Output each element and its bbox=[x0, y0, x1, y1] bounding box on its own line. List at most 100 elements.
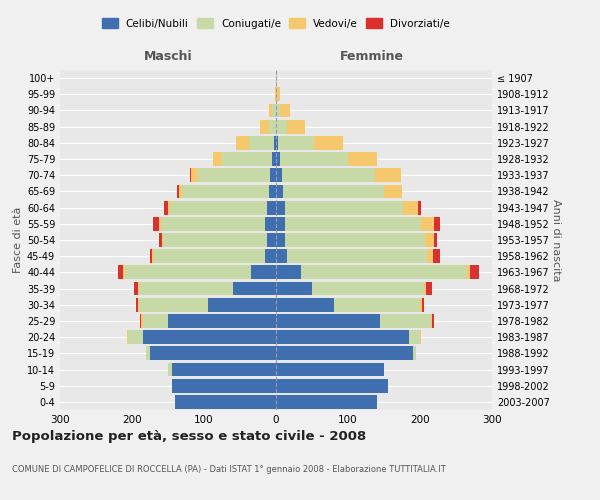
Bar bbox=[425, 233, 434, 247]
Bar bbox=[434, 233, 437, 247]
Bar bbox=[276, 362, 384, 376]
Bar bbox=[420, 330, 421, 344]
Bar bbox=[282, 168, 376, 182]
Bar bbox=[272, 152, 276, 166]
Bar bbox=[380, 314, 431, 328]
Bar bbox=[276, 233, 284, 247]
Bar bbox=[139, 282, 233, 296]
Bar bbox=[268, 233, 276, 247]
Bar bbox=[284, 200, 403, 214]
Bar bbox=[124, 266, 125, 280]
Text: Femmine: Femmine bbox=[340, 50, 404, 62]
Bar bbox=[248, 136, 274, 149]
Bar bbox=[276, 266, 301, 280]
Text: Maschi: Maschi bbox=[143, 50, 193, 62]
Bar bbox=[170, 200, 268, 214]
Text: Popolazione per età, sesso e stato civile - 2008: Popolazione per età, sesso e stato civil… bbox=[12, 430, 366, 443]
Bar bbox=[280, 152, 348, 166]
Bar bbox=[191, 168, 198, 182]
Bar bbox=[182, 184, 269, 198]
Bar bbox=[334, 298, 420, 312]
Bar bbox=[168, 314, 276, 328]
Bar bbox=[214, 152, 222, 166]
Legend: Celibi/Nubili, Coniugati/e, Vedovi/e, Divorziati/e: Celibi/Nubili, Coniugati/e, Vedovi/e, Di… bbox=[99, 15, 453, 32]
Bar bbox=[280, 104, 290, 118]
Bar bbox=[467, 266, 470, 280]
Bar bbox=[154, 250, 265, 263]
Bar bbox=[163, 233, 268, 247]
Bar bbox=[269, 184, 276, 198]
Bar bbox=[179, 184, 182, 198]
Bar bbox=[222, 152, 272, 166]
Bar bbox=[275, 88, 276, 101]
Bar bbox=[139, 298, 208, 312]
Bar bbox=[138, 282, 139, 296]
Bar bbox=[198, 168, 270, 182]
Bar bbox=[152, 250, 154, 263]
Bar bbox=[128, 330, 143, 344]
Bar bbox=[312, 282, 424, 296]
Bar bbox=[276, 298, 334, 312]
Bar bbox=[433, 250, 440, 263]
Bar bbox=[287, 120, 305, 134]
Bar bbox=[276, 200, 284, 214]
Bar bbox=[384, 184, 402, 198]
Bar bbox=[276, 314, 380, 328]
Bar bbox=[265, 217, 276, 230]
Bar bbox=[127, 330, 128, 344]
Bar bbox=[268, 200, 276, 214]
Bar bbox=[233, 282, 276, 296]
Bar bbox=[140, 314, 142, 328]
Bar bbox=[376, 168, 401, 182]
Bar bbox=[276, 152, 280, 166]
Text: COMUNE DI CAMPOFELICE DI ROCCELLA (PA) - Dati ISTAT 1° gennaio 2008 - Elaborazio: COMUNE DI CAMPOFELICE DI ROCCELLA (PA) -… bbox=[12, 465, 446, 474]
Bar bbox=[160, 233, 161, 247]
Bar bbox=[118, 266, 124, 280]
Bar bbox=[161, 233, 163, 247]
Bar bbox=[432, 314, 434, 328]
Bar bbox=[269, 104, 272, 118]
Bar bbox=[283, 184, 384, 198]
Bar bbox=[276, 217, 284, 230]
Bar bbox=[276, 168, 282, 182]
Bar bbox=[276, 282, 312, 296]
Bar bbox=[427, 250, 433, 263]
Bar bbox=[424, 282, 426, 296]
Bar bbox=[413, 346, 416, 360]
Bar bbox=[168, 200, 170, 214]
Bar bbox=[172, 362, 276, 376]
Bar bbox=[276, 346, 413, 360]
Bar bbox=[426, 282, 431, 296]
Bar bbox=[276, 250, 287, 263]
Bar bbox=[251, 266, 276, 280]
Bar bbox=[314, 136, 343, 149]
Bar bbox=[276, 71, 277, 85]
Bar bbox=[146, 346, 150, 360]
Bar bbox=[164, 200, 168, 214]
Bar bbox=[143, 314, 168, 328]
Bar bbox=[208, 298, 276, 312]
Bar bbox=[134, 282, 138, 296]
Bar bbox=[284, 233, 425, 247]
Bar bbox=[276, 184, 283, 198]
Bar bbox=[125, 266, 251, 280]
Bar bbox=[161, 217, 265, 230]
Bar bbox=[421, 217, 434, 230]
Bar bbox=[274, 136, 276, 149]
Bar bbox=[403, 200, 418, 214]
Bar bbox=[175, 395, 276, 409]
Bar bbox=[143, 330, 276, 344]
Y-axis label: Fasce di età: Fasce di età bbox=[13, 207, 23, 273]
Bar bbox=[150, 250, 152, 263]
Bar bbox=[431, 314, 432, 328]
Bar bbox=[272, 104, 276, 118]
Bar bbox=[172, 379, 276, 392]
Bar bbox=[434, 217, 440, 230]
Bar bbox=[142, 314, 143, 328]
Bar bbox=[301, 266, 467, 280]
Bar bbox=[276, 379, 388, 392]
Bar bbox=[418, 200, 421, 214]
Bar bbox=[190, 168, 191, 182]
Bar bbox=[276, 330, 409, 344]
Bar bbox=[276, 88, 280, 101]
